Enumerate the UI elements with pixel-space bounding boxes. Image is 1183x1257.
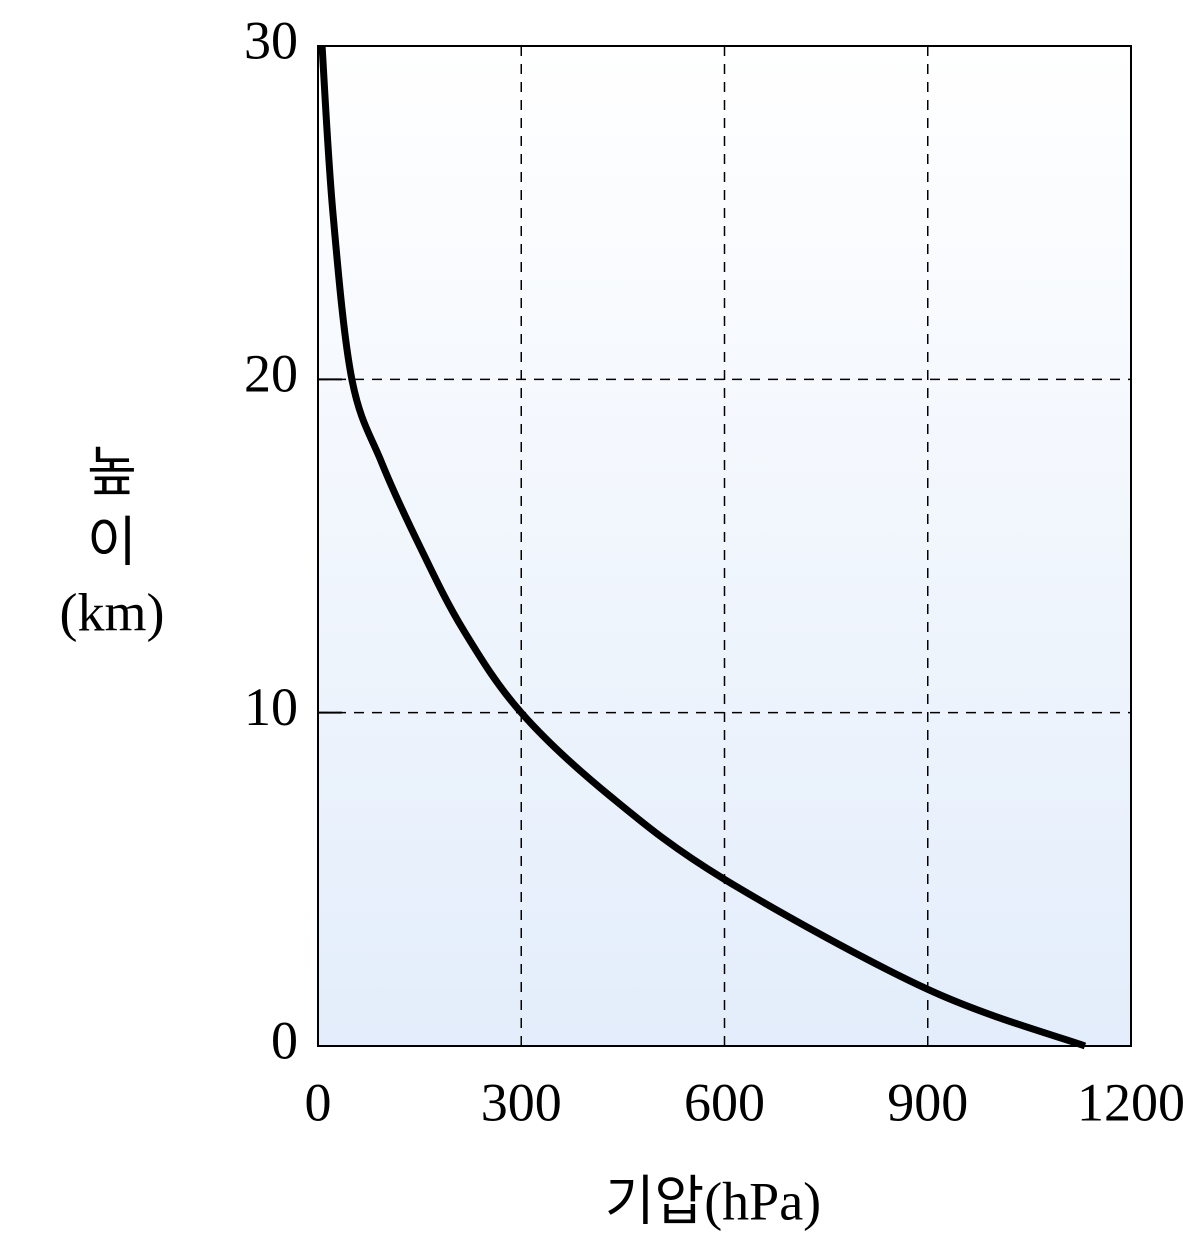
y-tick-label: 0 [271,1010,298,1070]
x-tick-label: 900 [887,1072,968,1132]
x-tick-label: 300 [481,1072,562,1132]
y-tick-label: 10 [244,677,298,737]
y-tick-label: 30 [244,10,298,70]
y-tick-label: 20 [244,344,298,404]
y-axis-label: (km) [60,582,165,642]
data-line [318,45,1087,1050]
y-axis-label: 이 [87,512,137,572]
x-tick-label: 0 [305,1072,332,1132]
y-axis-label: 높 [87,442,137,502]
x-tick-label: 600 [684,1072,765,1132]
x-tick-label: 1200 [1077,1072,1183,1132]
x-axis-label: 기압(hPa) [605,1171,821,1231]
